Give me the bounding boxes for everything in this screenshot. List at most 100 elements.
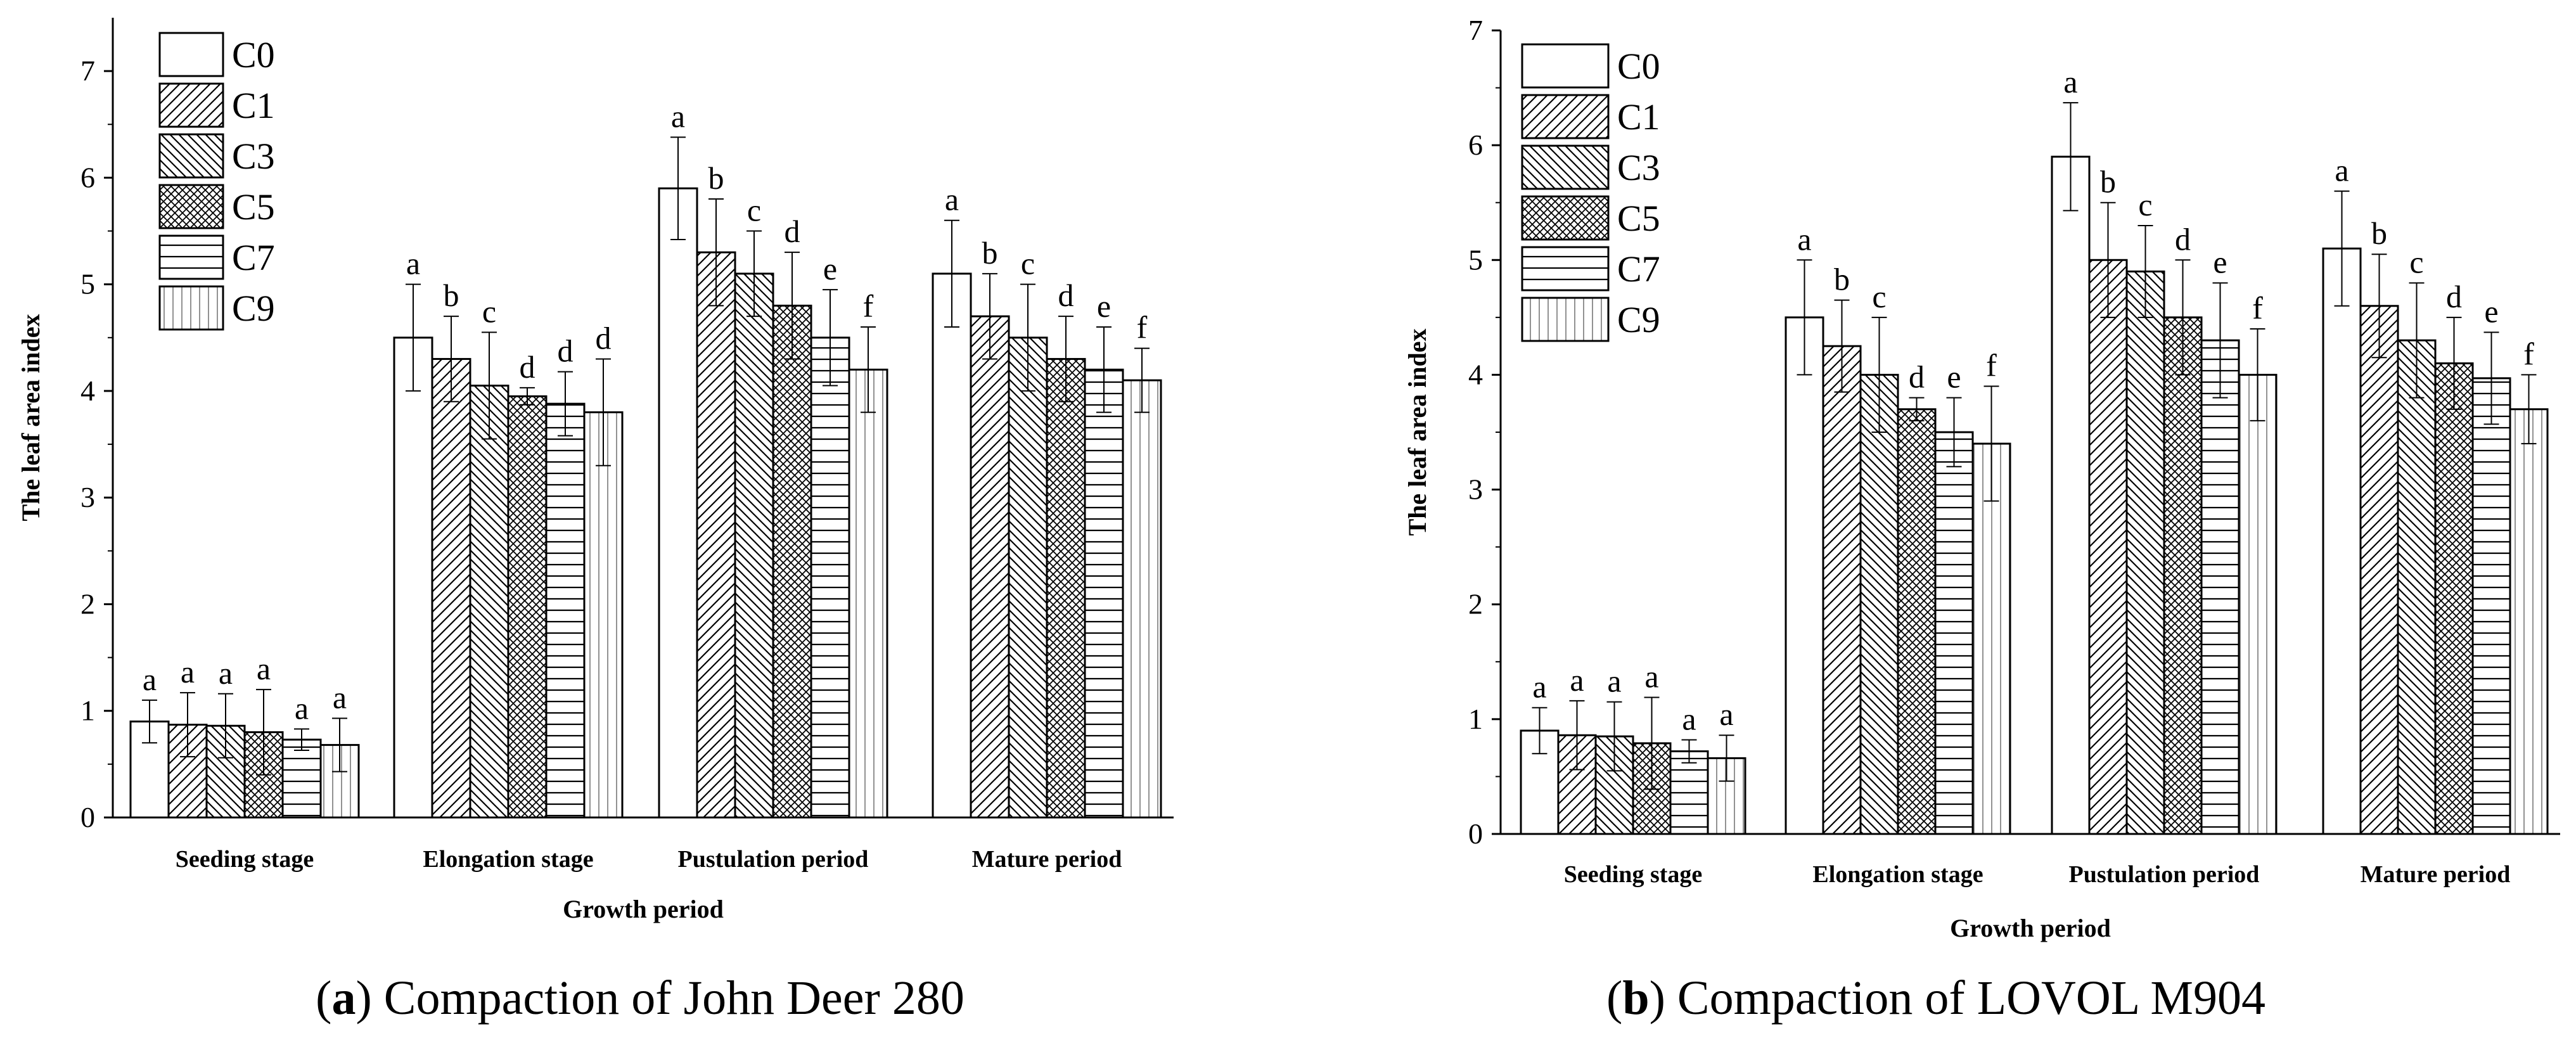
bar-c3 bbox=[469, 385, 509, 819]
significance-letter: e bbox=[1947, 359, 1961, 395]
legend-label-c0: C0 bbox=[1617, 46, 1660, 87]
y-tick-label: 3 bbox=[1468, 473, 1483, 506]
significance-letter: f bbox=[2523, 336, 2534, 371]
legend-label-c1: C1 bbox=[232, 85, 275, 126]
x-category-label: Mature period bbox=[2361, 861, 2511, 888]
legend-swatch-c3 bbox=[1521, 144, 1610, 190]
bar-c5 bbox=[772, 304, 812, 819]
x-axis-title: Growth period bbox=[563, 895, 724, 923]
caption-a-letter: a bbox=[331, 971, 356, 1025]
significance-letter: a bbox=[2063, 64, 2077, 99]
bar-c3 bbox=[1859, 373, 1899, 835]
significance-letter: b bbox=[1834, 262, 1850, 297]
bar-c3 bbox=[2125, 270, 2165, 835]
caption-b: (b) Compaction of LOVOL M904 bbox=[1606, 971, 2265, 1025]
legend-label-c5: C5 bbox=[232, 186, 275, 227]
significance-letter: f bbox=[1986, 348, 1997, 383]
x-category-label: Pustulation period bbox=[2069, 861, 2260, 888]
bar-c5 bbox=[2163, 316, 2203, 835]
bar-c0 bbox=[932, 272, 972, 819]
significance-letter: a bbox=[257, 651, 271, 686]
significance-letter: a bbox=[1682, 701, 1696, 736]
significance-letter: a bbox=[1532, 669, 1546, 705]
caption-b-text: (b) Compaction of LOVOL M904 bbox=[1606, 971, 2265, 1025]
bar-c1 bbox=[970, 315, 1010, 819]
significance-letter: d bbox=[596, 320, 612, 356]
y-tick-label: 7 bbox=[80, 54, 95, 87]
y-tick-label: 4 bbox=[80, 375, 95, 407]
y-tick-label: 6 bbox=[80, 161, 95, 193]
legend-swatch-c0 bbox=[158, 32, 224, 77]
bar-c1 bbox=[2088, 259, 2128, 835]
bar-c1 bbox=[2359, 305, 2399, 835]
y-tick-label: 2 bbox=[1468, 588, 1483, 620]
y-tick-label: 1 bbox=[80, 695, 95, 727]
legend-label-c9: C9 bbox=[1617, 299, 1660, 340]
y-tick-label: 5 bbox=[1468, 243, 1483, 276]
significance-letter: a bbox=[406, 246, 420, 281]
y-tick-label: 2 bbox=[80, 587, 95, 620]
significance-letter: b bbox=[444, 278, 459, 313]
bar-c0 bbox=[1785, 316, 1824, 835]
bar-c9 bbox=[2509, 408, 2549, 835]
bar-c5 bbox=[2434, 362, 2474, 835]
bar-c7 bbox=[810, 336, 850, 819]
x-category-label: Elongation stage bbox=[1812, 861, 1983, 888]
y-tick-label: 4 bbox=[1468, 358, 1483, 390]
legend-swatch-c9 bbox=[1521, 297, 1610, 342]
legend-label-c3: C3 bbox=[1617, 147, 1660, 188]
y-tick-label: 0 bbox=[1468, 817, 1483, 850]
bar-c7 bbox=[2200, 339, 2240, 835]
bar-c1 bbox=[696, 251, 736, 819]
legend-label-c0: C0 bbox=[232, 34, 275, 75]
legend-swatch-c9 bbox=[158, 285, 224, 331]
bar-c1 bbox=[431, 357, 471, 819]
significance-letter: c bbox=[1021, 246, 1035, 281]
significance-letter: f bbox=[863, 288, 874, 324]
significance-letter: b bbox=[982, 235, 998, 271]
bar-c9 bbox=[2238, 373, 2278, 835]
legend-label-c9: C9 bbox=[232, 288, 275, 329]
legend-swatch-c5 bbox=[1521, 195, 1610, 241]
significance-letter: a bbox=[1570, 662, 1584, 698]
x-category-label: Pustulation period bbox=[678, 846, 869, 873]
bar-c3 bbox=[734, 272, 774, 819]
y-tick-label: 0 bbox=[80, 801, 95, 833]
y-tick-label: 3 bbox=[80, 481, 95, 513]
significance-letter: d bbox=[520, 349, 535, 385]
significance-letter: c bbox=[482, 293, 496, 329]
legend-label-c3: C3 bbox=[232, 136, 275, 177]
y-axis-title: The leaf area index bbox=[1403, 328, 1432, 535]
caption-a: (a) Compaction of John Deer 280 bbox=[316, 971, 964, 1025]
legend-swatch-c7 bbox=[1521, 246, 1610, 292]
x-category-label: Elongation stage bbox=[423, 846, 593, 873]
legend-swatch-c0 bbox=[1521, 43, 1610, 89]
bar-c5 bbox=[507, 395, 548, 819]
legend-label-c1: C1 bbox=[1617, 96, 1660, 138]
caption-a-text: (a) Compaction of John Deer 280 bbox=[316, 971, 964, 1025]
legend-swatch-c3 bbox=[158, 133, 224, 179]
x-category-label: Seeding stage bbox=[1564, 861, 1703, 888]
y-tick-label: 5 bbox=[80, 268, 95, 300]
bar-c3 bbox=[2397, 339, 2437, 835]
significance-letter: a bbox=[2335, 153, 2349, 188]
bar-c7 bbox=[1934, 431, 1974, 835]
legend-label-c5: C5 bbox=[1617, 198, 1660, 239]
y-tick-label: 7 bbox=[1468, 14, 1483, 46]
y-tick-label: 6 bbox=[1468, 129, 1483, 161]
bar-c1 bbox=[1822, 345, 1862, 835]
legend-swatch-c1 bbox=[1521, 94, 1610, 139]
bar-c0 bbox=[2322, 247, 2362, 835]
significance-letter: b bbox=[2371, 215, 2387, 251]
significance-letter: f bbox=[1137, 310, 1148, 345]
chart-a: 0 1 2 3 4 5 6 7 The leaf area index Growth period… bbox=[16, 18, 1174, 923]
bar-c9 bbox=[1122, 379, 1162, 819]
chart-b: 0 1 2 3 4 5 6 7 The leaf area index Growth period… bbox=[1403, 14, 2560, 942]
y-tick-label: 1 bbox=[1468, 703, 1483, 735]
significance-letter: d bbox=[1909, 359, 1925, 395]
significance-letter: a bbox=[219, 655, 233, 691]
significance-letter: c bbox=[2409, 245, 2423, 280]
bar-c9 bbox=[1707, 757, 1746, 835]
caption-b-letter: b bbox=[1622, 971, 1649, 1025]
